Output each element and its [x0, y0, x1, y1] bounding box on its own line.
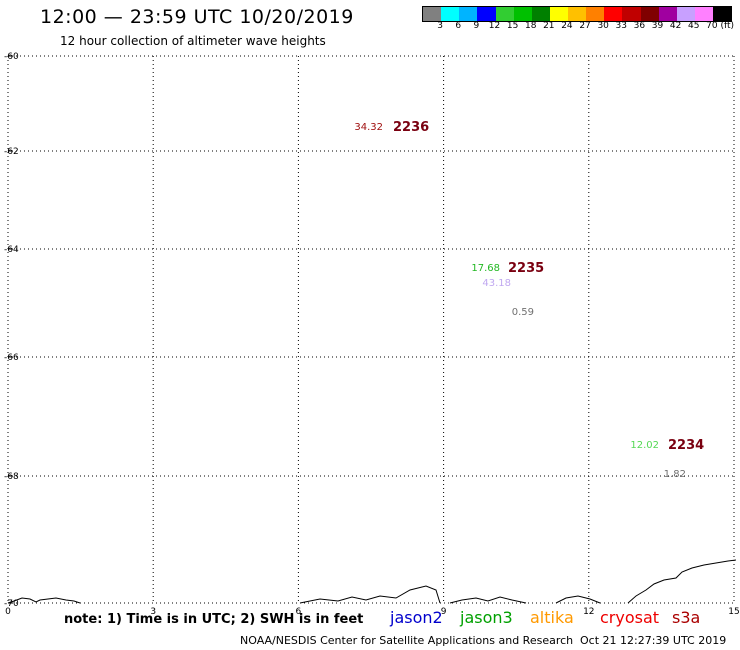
color-swatch [640, 7, 659, 21]
latitude-label: -62 [4, 147, 19, 157]
color-scale-label: 39 [651, 21, 664, 31]
color-swatch [658, 7, 677, 21]
wave-height-value: 1.82 [664, 469, 686, 480]
antarctic-coastline [299, 585, 441, 604]
color-scale-label: 6 [455, 21, 462, 31]
satellite-legend-item: cryosat [600, 608, 660, 627]
color-swatch [676, 7, 695, 21]
color-scale-label: 9 [473, 21, 480, 31]
color-swatch [713, 7, 732, 21]
color-scale-label: 30 [597, 21, 609, 31]
color-scale-label: 24 [561, 21, 573, 31]
latitude-label: -64 [4, 245, 19, 255]
wave-height-color-scale [422, 6, 732, 22]
longitude-label: 9 [441, 607, 447, 617]
color-swatch [459, 7, 478, 21]
color-swatch [586, 7, 605, 21]
pass-id-label: 2234 [668, 438, 704, 453]
satellite-legend-item: s3a [672, 608, 701, 627]
color-scale-label: 33 [615, 21, 628, 31]
units-note: note: 1) Time is in UTC; 2) SWH is in fe… [64, 612, 364, 627]
color-scale-label: 70 [706, 21, 718, 31]
antarctic-coastline [449, 596, 527, 604]
color-swatch [495, 7, 514, 21]
latitude-label: -70 [4, 599, 19, 609]
color-scale-label: 36 [633, 21, 646, 31]
longitude-label: 15 [728, 607, 739, 617]
latitude-label: -60 [4, 52, 19, 62]
color-swatch [604, 7, 623, 21]
color-scale-label: 12 [488, 21, 501, 31]
color-scale-label: 45 [688, 21, 700, 31]
color-scale-label: 42 [669, 21, 682, 31]
credit-line: NOAA/NESDIS Center for Satellite Applica… [240, 634, 574, 647]
satellite-legend-item: jason2 [390, 608, 443, 627]
color-scale-label: 27 [579, 21, 591, 31]
color-scale-label: 18 [524, 21, 537, 31]
color-swatch [477, 7, 496, 21]
longitude-label: 0 [5, 607, 11, 617]
color-swatch [441, 7, 460, 21]
color-scale-labels: 3 6 9 12 15 18 21 24 27 30 33 36 39 42 45 70 (ft) [422, 21, 734, 35]
antarctic-coastline [7, 597, 81, 604]
longitude-label: 12 [583, 607, 594, 617]
map-grid [7, 55, 735, 604]
wave-height-value: 12.02 [630, 440, 659, 451]
color-scale-label: 21 [543, 21, 555, 31]
color-swatch [568, 7, 587, 21]
color-swatch [513, 7, 532, 21]
color-swatch [531, 7, 550, 21]
color-scale-label: 15 [506, 21, 519, 31]
satellite-legend-item: altika [530, 608, 574, 627]
longitude-label: 6 [296, 607, 302, 617]
wave-height-value: 0.59 [512, 307, 534, 318]
map-subtitle: 12 hour collection of altimeter wave hei… [60, 34, 326, 48]
pass-id-label: 2235 [508, 261, 544, 276]
pass-id-label: 2236 [393, 120, 429, 135]
antarctic-coastline [627, 559, 737, 604]
color-swatch [694, 7, 713, 21]
color-scale-label: (ft) [720, 21, 735, 31]
wave-height-value: 43.18 [482, 278, 511, 289]
generated-timestamp: Oct 21 12:27:39 UTC 2019 [580, 634, 727, 647]
color-swatch [549, 7, 568, 21]
longitude-label: 3 [150, 607, 156, 617]
wave-height-value: 34.32 [354, 122, 383, 133]
latitude-label: -68 [4, 472, 19, 482]
color-swatch [622, 7, 641, 21]
color-swatch [423, 7, 442, 21]
map-title: 12:00 — 23:59 UTC 10/20/2019 [40, 6, 354, 28]
latitude-label: -66 [4, 353, 19, 363]
antarctic-coastline [555, 595, 601, 604]
color-scale-label: 3 [437, 21, 443, 31]
wave-height-value: 17.68 [471, 263, 500, 274]
satellite-legend-item: jason3 [460, 608, 513, 627]
